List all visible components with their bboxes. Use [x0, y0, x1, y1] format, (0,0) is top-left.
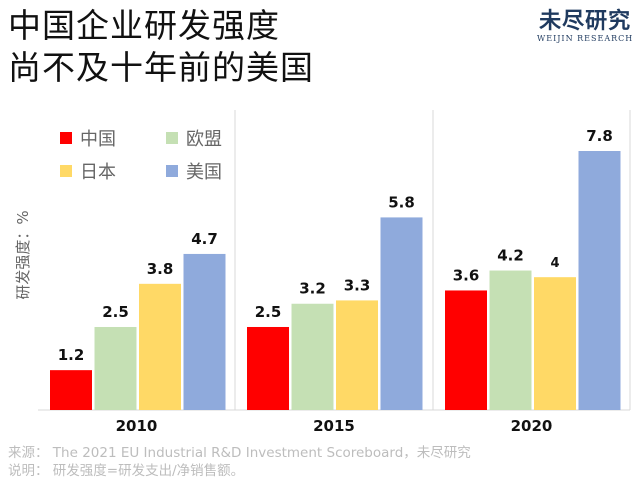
legend-label: 欧盟: [186, 129, 222, 150]
bar-2015-中国: [247, 326, 289, 410]
y-axis-label: 研发强度：%: [14, 210, 32, 299]
legend-label: 日本: [80, 162, 116, 183]
data-label: 4: [550, 256, 559, 271]
bar-2015-日本: [336, 300, 378, 410]
x-tick-label: 2020: [511, 417, 553, 435]
x-tick-label: 2015: [313, 417, 355, 435]
data-label: 3.6: [453, 266, 480, 284]
data-label: 2.5: [102, 303, 129, 321]
footer-note: 说明： 研发强度=研发支出/净销售额。: [8, 463, 245, 479]
legend-label: 中国: [80, 129, 116, 150]
footer-source: 来源： The 2021 EU Industrial R&D Investmen…: [8, 445, 471, 461]
legend-swatch-美国: [166, 165, 178, 177]
bar-2010-欧盟: [94, 326, 137, 410]
bar-2020-欧盟: [489, 270, 532, 410]
bar-2010-美国: [183, 253, 226, 410]
data-label: 7.8: [586, 127, 613, 145]
data-label: 5.8: [388, 193, 415, 211]
logo: 未尽研究 WEIJIN RESEARCH: [537, 8, 633, 43]
bar-2015-欧盟: [291, 303, 334, 410]
bar-2010-中国: [50, 370, 92, 410]
bar-2010-日本: [139, 283, 181, 410]
legend-swatch-欧盟: [166, 132, 178, 144]
data-label: 3.3: [344, 276, 371, 294]
data-label: 3.8: [147, 260, 174, 278]
bar-2020-中国: [445, 290, 487, 410]
legend-swatch-中国: [60, 132, 72, 144]
data-label: 1.2: [58, 346, 85, 364]
legend-label: 美国: [186, 162, 222, 183]
bar-2020-日本: [534, 277, 576, 410]
data-label: 4.7: [191, 230, 218, 248]
title-line1: 中国企业研发强度: [8, 6, 280, 45]
title-line2: 尚不及十年前的美国: [8, 48, 314, 87]
logo-cn: 未尽研究: [539, 8, 632, 34]
data-label: 2.5: [255, 303, 282, 321]
legend-swatch-日本: [60, 165, 72, 177]
x-tick-label: 2010: [116, 417, 158, 435]
data-label: 4.2: [497, 247, 524, 265]
bar-2015-美国: [380, 217, 423, 410]
data-label: 3.2: [299, 280, 326, 298]
logo-en: WEIJIN RESEARCH: [537, 34, 634, 43]
bar-2020-美国: [578, 151, 621, 410]
